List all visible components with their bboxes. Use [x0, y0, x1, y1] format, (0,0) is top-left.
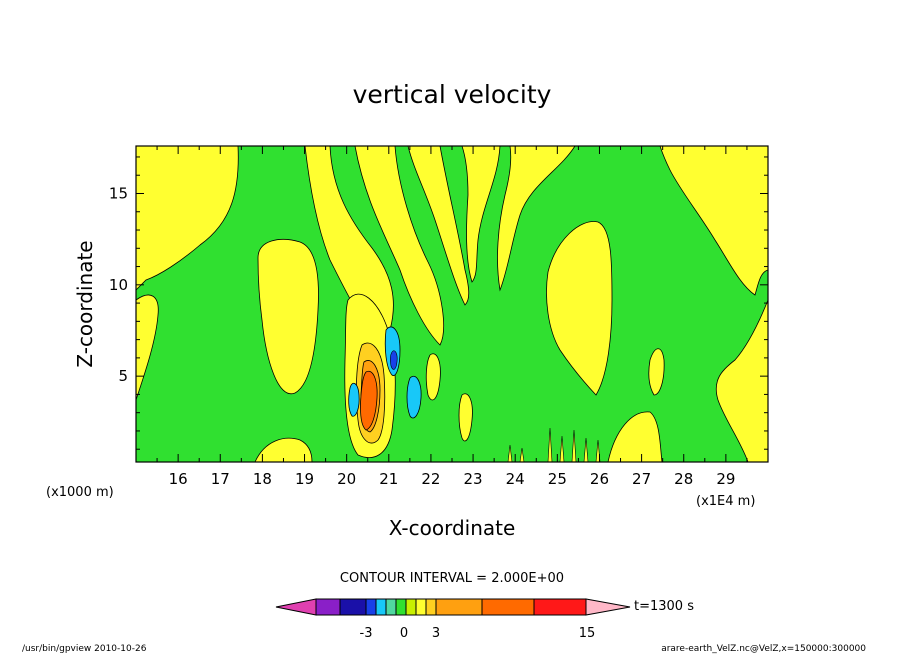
- chart-title: vertical velocity: [353, 80, 552, 109]
- colorbar-segment: [533, 598, 587, 616]
- region-yellow-blob-18: [257, 239, 319, 395]
- colorbar-segment: [385, 598, 397, 616]
- region-yellow-band-21: [354, 145, 444, 346]
- colorbar-segment: [415, 598, 427, 616]
- x-unit-left: (x1000 m): [46, 485, 114, 500]
- x-axis-ticks: 16 17 18 19 20 21 22 23 24 25 26 27 28 29: [156, 146, 748, 488]
- colorbar: [275, 598, 631, 616]
- colorbar-label: 15: [579, 626, 596, 641]
- colorbar-label: 3: [432, 626, 440, 641]
- plot-area: [136, 146, 768, 462]
- contour-fields: [135, 145, 769, 463]
- colorbar-segment: [395, 598, 407, 616]
- y-tick-label: 5: [118, 367, 128, 385]
- region-yellow-bottom-19: [254, 437, 313, 463]
- footer-left: /usr/bin/gpview 2010-10-26: [22, 644, 147, 654]
- footer-right: arare-earth_VelZ.nc@VelZ,x=150000:300000: [661, 644, 866, 654]
- region-blue-core: [390, 350, 398, 370]
- colorbar-labels: -3 0 3 15: [360, 626, 596, 641]
- region-yellow-patch-22: [425, 353, 441, 401]
- colorbar-segment: [339, 598, 367, 616]
- colorbar-label: 0: [400, 626, 408, 641]
- region-yellow-left-lower: [135, 294, 159, 401]
- x-tick-label: 23: [464, 470, 483, 488]
- region-cyan-left: [348, 382, 360, 417]
- colorbar-segment: [425, 598, 437, 616]
- x-axis-label: X-coordinate: [389, 516, 516, 540]
- x-tick-label: 16: [169, 470, 188, 488]
- region-yellow-band-23: [461, 145, 501, 283]
- colorbar-segment: [375, 598, 387, 616]
- x-tick-label: 27: [632, 470, 651, 488]
- region-yellow-band-24: [497, 145, 576, 292]
- x-unit-right: (x1E4 m): [696, 494, 755, 509]
- x-tick-label: 18: [253, 470, 272, 488]
- contour-interval: CONTOUR INTERVAL = 2.000E+00: [340, 571, 564, 586]
- colorbar-segment: [405, 598, 417, 616]
- x-tick-label: 25: [548, 470, 567, 488]
- x-tick-label: 29: [716, 470, 735, 488]
- colorbar-segment: [365, 598, 377, 616]
- region-yellow-top-right: [659, 145, 769, 296]
- colorbar-segment: [481, 598, 535, 616]
- region-orange-core: [360, 370, 378, 431]
- x-tick-label: 20: [337, 470, 356, 488]
- y-tick-label: 15: [109, 184, 128, 202]
- bottom-spikes: [507, 427, 601, 463]
- region-yellow-patch-23: [458, 393, 473, 442]
- region-cyan-lower: [406, 375, 422, 419]
- region-yellow-patch-27: [648, 348, 665, 396]
- region-yellow-right-lower: [715, 299, 769, 463]
- y-axis-ticks: 5 10 15: [109, 156, 768, 450]
- y-axis-label: Z-coordinate: [73, 240, 97, 367]
- x-tick-label: 24: [506, 470, 525, 488]
- colorbar-label: -3: [360, 626, 373, 641]
- colorbar-arrow-low: [275, 598, 317, 616]
- region-yellow-top-left: [135, 145, 239, 291]
- x-tick-label: 26: [590, 470, 609, 488]
- x-tick-label: 28: [674, 470, 693, 488]
- region-yellow-bottom-right: [607, 411, 663, 463]
- x-tick-label: 19: [295, 470, 314, 488]
- region-yellow-band-22: [407, 145, 470, 306]
- time-label: t=1300 s: [634, 599, 694, 614]
- x-tick-label: 21: [379, 470, 398, 488]
- colorbar-segment: [435, 598, 483, 616]
- colorbar-arrow-high: [585, 598, 631, 616]
- y-tick-label: 10: [109, 276, 128, 294]
- colorbar-segment: [315, 598, 341, 616]
- x-tick-label: 17: [211, 470, 230, 488]
- x-tick-label: 22: [421, 470, 440, 488]
- region-yellow-blob-25: [546, 221, 613, 396]
